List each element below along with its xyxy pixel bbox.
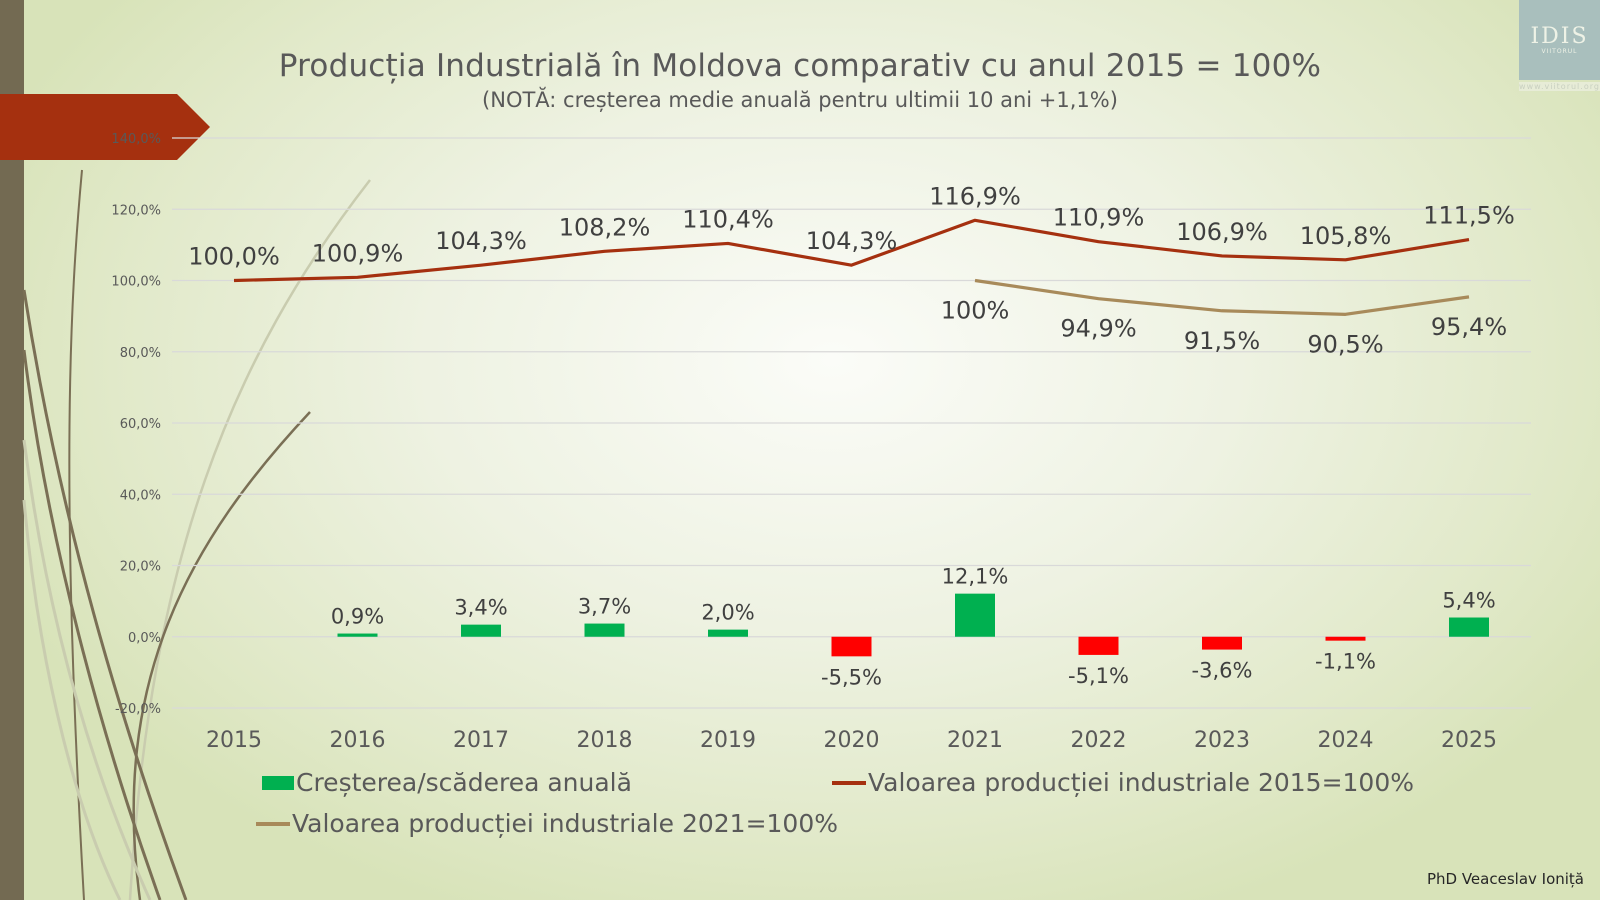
y-tick-label: 20,0% [120, 560, 161, 575]
line-2015-data-label: 104,3% [806, 227, 898, 255]
x-tick-label: 2021 [947, 728, 1003, 753]
x-tick-label: 2018 [577, 728, 633, 753]
line-2021-data-label: 100% [941, 297, 1010, 325]
x-tick-label: 2025 [1441, 728, 1497, 753]
title-banner-arrow [0, 94, 210, 160]
x-tick-label: 2023 [1194, 728, 1250, 753]
bar [337, 633, 378, 637]
decor-curve [128, 179, 371, 900]
bar [584, 623, 625, 637]
author-credit: PhD Veaceslav Ioniță [1426, 870, 1584, 888]
bar-data-label: -5,1% [1068, 664, 1129, 688]
chart-title-block: Producția Industrială în Moldova compara… [0, 48, 1600, 112]
chart-title: Producția Industrială în Moldova compara… [278, 48, 1322, 84]
chart-subtitle: (NOTĂ: creșterea medie anuală pentru ult… [482, 88, 1118, 112]
x-tick-label: 2015 [206, 728, 262, 753]
decor-curve [22, 499, 122, 900]
bar [1449, 617, 1489, 637]
line-2021-data-label: 91,5% [1184, 327, 1260, 355]
bar-data-label: 5,4% [1442, 589, 1495, 613]
logo-url: www.viitorul.org [1519, 82, 1600, 91]
y-tick-label: 0,0% [128, 631, 161, 646]
y-tick-label: 100,0% [111, 275, 161, 290]
y-tick-label: 140,0% [111, 132, 161, 147]
y-tick-label: 120,0% [111, 203, 161, 218]
x-tick-label: 2019 [700, 728, 756, 753]
line-series-2021-base [974, 278, 1470, 316]
decor-curve [22, 349, 162, 900]
y-tick-label: -20,0% [115, 702, 161, 717]
bar-data-label: 2,0% [701, 601, 754, 625]
legend-swatch-tan-line [256, 821, 290, 826]
line-2015-data-label: 111,5% [1423, 202, 1515, 230]
x-tick-label: 2017 [453, 728, 509, 753]
x-tick-label: 2016 [330, 728, 386, 753]
y-tick-label: 60,0% [120, 417, 161, 432]
line-2015-data-label: 100,9% [312, 239, 404, 267]
legend-label: Valoarea producției industriale 2015=100… [868, 768, 1414, 797]
legend-item-annual-change: Creșterea/scăderea anuală [262, 768, 632, 797]
line-2015-data-label: 100,0% [188, 243, 280, 271]
bar [461, 624, 501, 637]
legend-item-2021-base: Valoarea producției industriale 2021=100… [256, 809, 838, 838]
legend-swatch-green-box [262, 775, 294, 790]
bar-data-label: 12,1% [942, 565, 1009, 589]
x-tick-label: 2022 [1071, 728, 1127, 753]
bar-data-label: 3,7% [578, 595, 631, 619]
bar-data-label: 3,4% [454, 596, 507, 620]
bar [708, 629, 748, 637]
x-tick-label: 2020 [824, 728, 880, 753]
line-2021-data-label: 95,4% [1431, 313, 1507, 341]
bar-data-label: -1,1% [1315, 650, 1376, 674]
line-2021-data-label: 90,5% [1307, 330, 1383, 358]
bar [1078, 636, 1119, 655]
bar-data-label: -5,5% [821, 665, 882, 689]
decor-curve [22, 439, 152, 900]
y-tick-label: 40,0% [120, 488, 161, 503]
line-2021-data-label: 94,9% [1060, 315, 1136, 343]
legend-swatch-red-line [832, 780, 866, 785]
bar-data-label: -3,6% [1192, 659, 1253, 683]
line-2015-data-label: 106,9% [1176, 218, 1268, 246]
decorative-curves [22, 169, 371, 900]
logo-text: IDIS [1530, 23, 1589, 49]
legend-label: Creșterea/scăderea anuală [296, 768, 632, 797]
bar [955, 593, 995, 637]
bar [1325, 636, 1366, 641]
line-2015-data-label: 110,9% [1053, 204, 1145, 232]
bar [1202, 636, 1242, 650]
bar [831, 636, 872, 657]
decor-curve [132, 411, 311, 900]
decor-curve [22, 289, 188, 900]
legend-item-2015-base: Valoarea producției industriale 2015=100… [832, 768, 1414, 797]
line-2015-data-label: 116,9% [929, 182, 1021, 210]
line-2015-data-label: 108,2% [559, 213, 651, 241]
idis-logo: IDIS VIITORUL [1519, 0, 1600, 80]
line-2015-data-label: 105,8% [1300, 222, 1392, 250]
line-2015-data-label: 110,4% [682, 205, 774, 233]
legend-label: Valoarea producției industriale 2021=100… [292, 809, 838, 838]
bar-data-label: 0,9% [331, 605, 384, 629]
y-tick-label: 80,0% [120, 346, 161, 361]
line-2015-data-label: 104,3% [435, 227, 527, 255]
decor-curve [68, 169, 85, 900]
logo-subtext: VIITORUL [1541, 47, 1578, 55]
x-tick-label: 2024 [1318, 728, 1374, 753]
